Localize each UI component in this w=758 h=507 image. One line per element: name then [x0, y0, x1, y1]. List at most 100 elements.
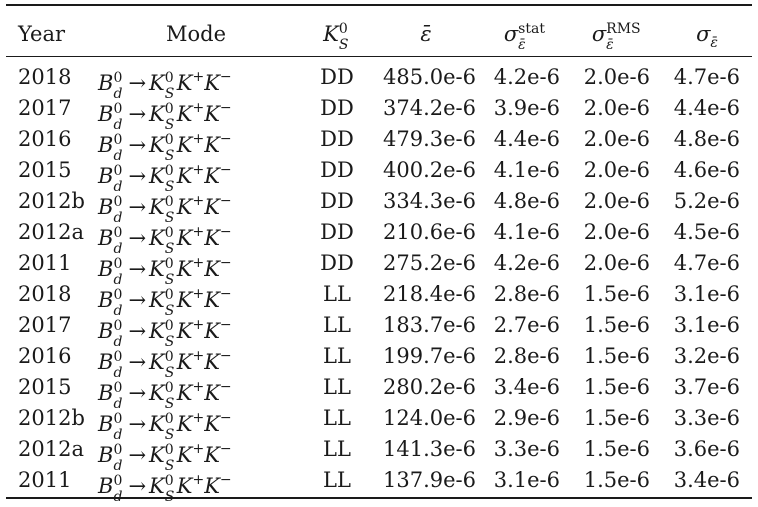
cell-efficiency: 137.9e-6 — [382, 468, 476, 492]
cell-sigma-stat: 4.4e-6 — [493, 127, 560, 151]
table-row: 2012a B 0 d → K 0 S K+K− DD 210.6e-6 4.1e-6 2.0e-6 4.… — [6, 217, 752, 256]
table-row: 2018 B 0 d → K 0 S K+K− DD 485.0e-6 4.2e-6 2.0e-6 4.7… — [6, 62, 752, 101]
cell-sigma-rms: 2.0e-6 — [583, 220, 650, 244]
table-row: 2015 B 0 d → K 0 S K+K− DD 400.2e-6 4.1e-6 2.0e-6 4.6… — [6, 155, 752, 194]
cell-sigma-rms: 1.5e-6 — [583, 344, 650, 368]
cell-sigma-rms: 2.0e-6 — [583, 65, 650, 89]
header-sigma-total: σε̄ — [696, 22, 718, 51]
table-row: 2017 B 0 d → K 0 S K+K− LL 183.7e-6 2.7e-6 1.5e-6 3.1… — [6, 310, 752, 349]
header-sigma-stat: σ stat ε̄ — [503, 20, 545, 53]
cell-year: 2015 — [18, 375, 72, 399]
cell-year: 2012b — [18, 189, 85, 213]
table-row: 2012a B 0 d → K 0 S K+K− LL 141.3e-6 3.3e-6 1.5e-6 3.… — [6, 434, 752, 473]
cell-sigma-rms: 1.5e-6 — [583, 468, 650, 492]
cell-sigma-stat: 3.3e-6 — [493, 437, 560, 461]
cell-sigma-total: 3.2e-6 — [673, 344, 740, 368]
cell-year: 2018 — [18, 65, 72, 89]
table-row: 2012b B 0 d → K 0 S K+K− LL 124.0e-6 2.9e-6 1.5e-6 3.… — [6, 403, 752, 442]
cell-year: 2018 — [18, 282, 72, 306]
cell-efficiency: 183.7e-6 — [382, 313, 476, 337]
header-rule — [6, 56, 752, 57]
table-row: 2017 B 0 d → K 0 S K+K− DD 374.2e-6 3.9e-6 2.0e-6 4.4… — [6, 93, 752, 132]
cell-efficiency: 374.2e-6 — [382, 96, 476, 120]
cell-year: 2012a — [18, 437, 84, 461]
cell-ks-type: LL — [323, 313, 351, 337]
cell-efficiency: 280.2e-6 — [382, 375, 476, 399]
cell-sigma-stat: 4.8e-6 — [493, 189, 560, 213]
cell-sigma-rms: 2.0e-6 — [583, 96, 650, 120]
cell-year: 2012a — [18, 220, 84, 244]
cell-sigma-rms: 2.0e-6 — [583, 127, 650, 151]
table-row: 2015 B 0 d → K 0 S K+K− LL 280.2e-6 3.4e-6 1.5e-6 3.7… — [6, 372, 752, 411]
cell-sigma-rms: 2.0e-6 — [583, 189, 650, 213]
cell-sigma-stat: 2.9e-6 — [493, 406, 560, 430]
cell-sigma-stat: 4.1e-6 — [493, 220, 560, 244]
cell-sigma-rms: 1.5e-6 — [583, 406, 650, 430]
cell-efficiency: 218.4e-6 — [382, 282, 476, 306]
header-eps: ε̄ — [420, 22, 432, 46]
cell-ks-type: DD — [320, 65, 354, 89]
cell-year: 2011 — [18, 251, 72, 275]
bottom-rule — [6, 497, 752, 499]
cell-sigma-stat: 2.8e-6 — [493, 282, 560, 306]
cell-efficiency: 275.2e-6 — [382, 251, 476, 275]
cell-sigma-total: 3.7e-6 — [673, 375, 740, 399]
header-mode: Mode — [166, 22, 227, 46]
cell-sigma-stat: 3.9e-6 — [493, 96, 560, 120]
cell-sigma-total: 3.6e-6 — [673, 437, 740, 461]
cell-sigma-rms: 1.5e-6 — [583, 375, 650, 399]
table-row: 2016 B 0 d → K 0 S K+K− LL 199.7e-6 2.8e-6 1.5e-6 3.2… — [6, 341, 752, 380]
header-sigma-rms: σ RMS ε̄ — [591, 20, 641, 53]
cell-sigma-stat: 4.2e-6 — [493, 65, 560, 89]
cell-sigma-stat: 2.7e-6 — [493, 313, 560, 337]
cell-ks-type: LL — [323, 468, 351, 492]
cell-year: 2011 — [18, 468, 72, 492]
cell-ks-type: LL — [323, 406, 351, 430]
cell-year: 2012b — [18, 406, 85, 430]
cell-sigma-rms: 2.0e-6 — [583, 158, 650, 182]
cell-sigma-rms: 1.5e-6 — [583, 313, 650, 337]
cell-ks-type: DD — [320, 251, 354, 275]
cell-year: 2017 — [18, 96, 72, 120]
cell-ks-type: LL — [323, 344, 351, 368]
cell-year: 2017 — [18, 313, 72, 337]
cell-ks-type: LL — [323, 375, 351, 399]
cell-efficiency: 334.3e-6 — [382, 189, 476, 213]
cell-ks-type: DD — [320, 127, 354, 151]
header-year: Year — [18, 22, 66, 46]
cell-sigma-total: 4.4e-6 — [673, 96, 740, 120]
table-row: 2011 B 0 d → K 0 S K+K− DD 275.2e-6 4.2e-6 2.0e-6 4.7… — [6, 248, 752, 287]
cell-efficiency: 124.0e-6 — [382, 406, 476, 430]
table-row: 2016 B 0 d → K 0 S K+K− DD 479.3e-6 4.4e-6 2.0e-6 4.8… — [6, 124, 752, 163]
cell-sigma-total: 4.6e-6 — [673, 158, 740, 182]
cell-year: 2016 — [18, 344, 72, 368]
cell-efficiency: 199.7e-6 — [382, 344, 476, 368]
cell-sigma-stat: 4.2e-6 — [493, 251, 560, 275]
cell-sigma-total: 4.5e-6 — [673, 220, 740, 244]
cell-sigma-stat: 3.1e-6 — [493, 468, 560, 492]
cell-ks-type: LL — [323, 437, 351, 461]
table-row: 2018 B 0 d → K 0 S K+K− LL 218.4e-6 2.8e-6 1.5e-6 3.1… — [6, 279, 752, 318]
cell-sigma-stat: 4.1e-6 — [493, 158, 560, 182]
cell-sigma-total: 4.8e-6 — [673, 127, 740, 151]
cell-ks-type: DD — [320, 158, 354, 182]
cell-ks-type: DD — [320, 96, 354, 120]
cell-sigma-stat: 3.4e-6 — [493, 375, 560, 399]
cell-sigma-total: 5.2e-6 — [673, 189, 740, 213]
cell-sigma-rms: 1.5e-6 — [583, 282, 650, 306]
cell-ks-type: DD — [320, 220, 354, 244]
table-row: 2012b B 0 d → K 0 S K+K− DD 334.3e-6 4.8e-6 2.0e-6 5.… — [6, 186, 752, 225]
